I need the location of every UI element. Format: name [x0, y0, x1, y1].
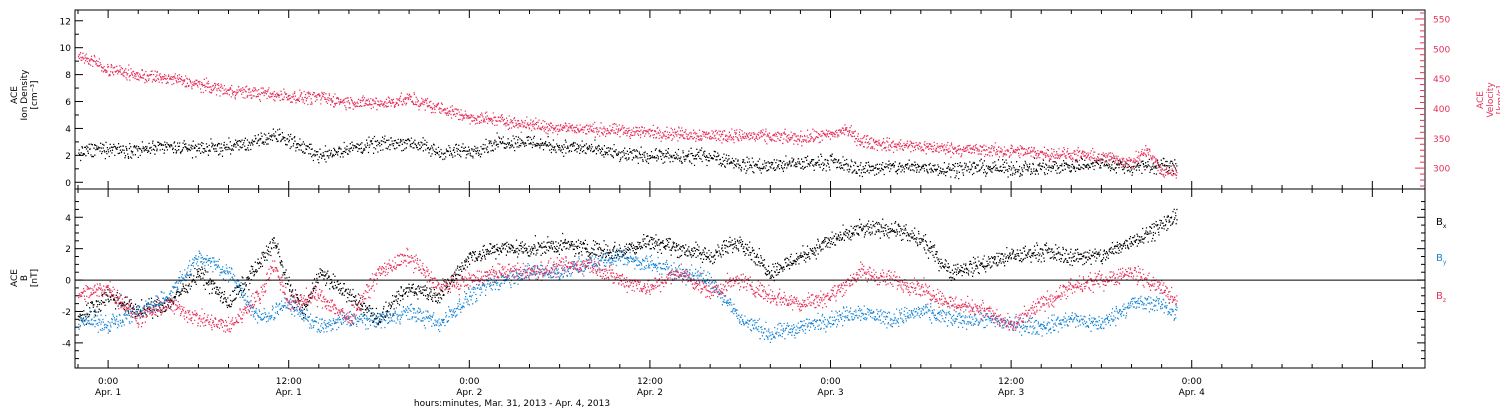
velocity-axis-label-line: [km/s] [1496, 86, 1500, 115]
x-tick-time: 0:00 [98, 377, 118, 387]
x-tick-time: 0:00 [820, 377, 840, 387]
density-tick-label: 6 [65, 98, 71, 108]
b-tick-label: -4 [62, 339, 71, 349]
velocity-series [77, 52, 1178, 179]
b-axis-label-line: [nT] [30, 269, 40, 287]
density-tick-label: 4 [65, 125, 71, 135]
legend-bx: Bx [1436, 217, 1447, 230]
x-tick-date: Apr. 3 [817, 388, 843, 398]
velocity-tick-label: 450 [1433, 75, 1450, 85]
top-panel-dots [77, 52, 1178, 180]
density-axis-label-line: ACE [10, 86, 20, 104]
panel-frames [74, 9, 1426, 369]
density-axis-label-line: Ion Density [20, 69, 30, 121]
b-tick-label: 2 [65, 245, 71, 255]
b-axis-label-line: ACE [10, 269, 20, 287]
legend-bz: Bz [1436, 291, 1446, 304]
bz-series [78, 247, 1178, 333]
b-tick-label: 4 [65, 214, 71, 224]
x-tick-time: 0:00 [1182, 377, 1202, 387]
axes: 0 2 4 6 8 10 12 300 350 400 450 500 550 -4 -2 0 2 4 [60, 10, 1450, 368]
x-tick-time: 12:00 [637, 377, 663, 387]
legend-by-main: B [1436, 253, 1443, 264]
x-tick-time: 0:00 [459, 377, 479, 387]
x-axis-title: hours:minutes, Mar. 31, 2013 - Apr. 4, 2… [414, 399, 610, 409]
density-tick-label: 0 [65, 179, 71, 189]
density-tick-label: 10 [60, 44, 72, 54]
legend-bz-main: B [1436, 291, 1443, 302]
density-tick-label: 2 [65, 152, 71, 162]
x-tick-date: Apr. 1 [276, 388, 302, 398]
velocity-tick-label: 350 [1433, 135, 1450, 145]
velocity-tick-label: 400 [1433, 105, 1450, 115]
legend-bx-sub: x [1443, 223, 1447, 230]
velocity-axis-label-line: ACE [1476, 91, 1486, 109]
legend-by-sub: y [1443, 259, 1447, 266]
b-axis-label: ACE B [nT] [10, 269, 40, 287]
x-tick-date: Apr. 2 [637, 388, 663, 398]
density-axis-label: ACE Ion Density [cm⁻³] [10, 69, 40, 121]
velocity-axis-label-line: Velocity [1486, 82, 1496, 118]
x-tick-time: 12:00 [998, 377, 1024, 387]
legend-bx-main: B [1436, 217, 1443, 228]
velocity-tick-label: 300 [1433, 165, 1450, 175]
x-tick-date: Apr. 3 [998, 388, 1024, 398]
x-tick-time: 12:00 [276, 377, 302, 387]
b-tick-label: -2 [62, 308, 71, 318]
density-tick-label: 12 [60, 17, 71, 27]
bx-series [77, 208, 1178, 326]
velocity-tick-label: 550 [1433, 15, 1450, 25]
density-series [78, 128, 1178, 180]
x-tick-date: Apr. 1 [95, 388, 121, 398]
density-tick-label: 8 [65, 71, 71, 81]
b-tick-label: 0 [65, 277, 71, 287]
density-axis-label-line: [cm⁻³] [30, 80, 40, 109]
bottom-panel-frame [74, 188, 1426, 369]
x-tick-date: Apr. 2 [456, 388, 482, 398]
velocity-axis-label: ACE Velocity [km/s] [1476, 82, 1500, 118]
legend-by: By [1436, 253, 1447, 266]
legend-bz-sub: z [1443, 297, 1446, 304]
b-axis-label-line: B [20, 275, 30, 281]
x-tick-date: Apr. 4 [1179, 388, 1205, 398]
bottom-panel-dots [77, 208, 1178, 344]
velocity-tick-label: 500 [1433, 45, 1450, 55]
